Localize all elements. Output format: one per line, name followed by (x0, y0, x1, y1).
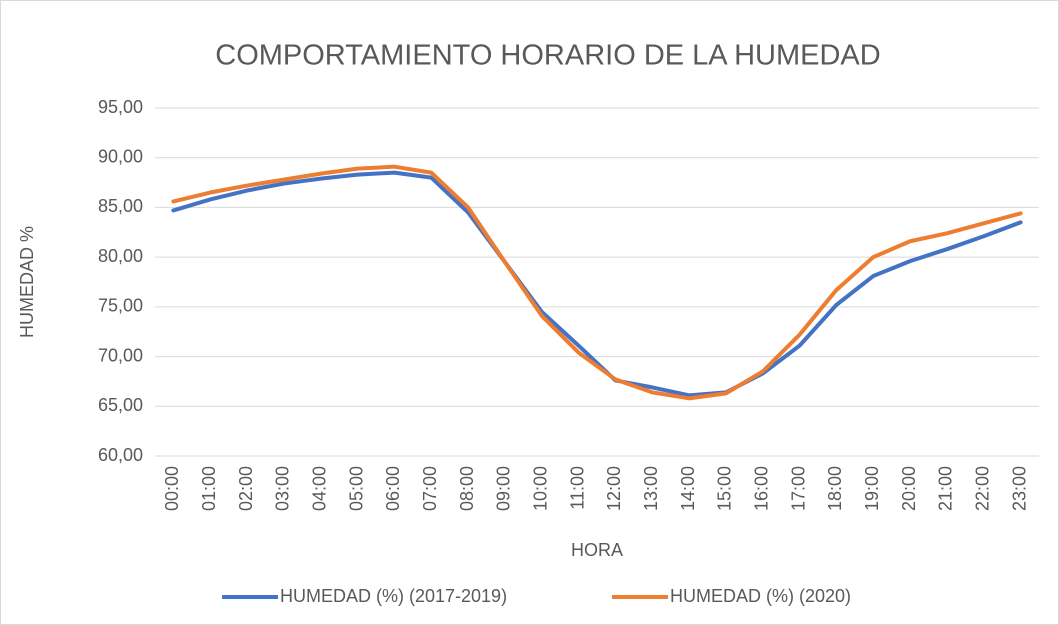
x-tick-label: 14:00 (678, 466, 698, 511)
y-axis-label: HUMEDAD % (17, 226, 37, 338)
x-tick-label: 23:00 (1009, 466, 1029, 511)
y-tick-label: 75,00 (98, 296, 143, 316)
x-tick-label: 13:00 (641, 466, 661, 511)
x-axis-label: HORA (571, 540, 623, 560)
x-tick-label: 11:00 (567, 466, 587, 510)
chart-title: COMPORTAMIENTO HORARIO DE LA HUMEDAD (215, 40, 880, 72)
x-tick-label: 20:00 (899, 466, 919, 511)
x-tick-label: 00:00 (162, 466, 182, 511)
x-tick-label: 21:00 (936, 466, 956, 511)
x-tick-label: 03:00 (273, 466, 293, 511)
y-tick-label: 95,00 (98, 97, 143, 117)
x-tick-label: 15:00 (715, 466, 735, 511)
x-tick-label: 04:00 (310, 466, 330, 511)
x-tick-label: 22:00 (973, 466, 993, 511)
x-tick-label: 17:00 (788, 466, 808, 511)
data-line (171, 170, 1023, 398)
x-tick-label: 18:00 (825, 466, 845, 511)
y-tick-label: 70,00 (98, 345, 143, 365)
y-tick-label: 85,00 (98, 196, 143, 216)
x-tick-label: 07:00 (420, 466, 440, 511)
y-tick-label: 65,00 (98, 395, 143, 415)
legend-label: HUMEDAD (%) (2020) (670, 586, 851, 606)
y-tick-label: 90,00 (98, 146, 143, 166)
x-tick-label: 01:00 (199, 466, 219, 511)
x-tick-label: 02:00 (236, 466, 256, 511)
x-tick-label: 09:00 (494, 466, 514, 511)
x-tick-label: 16:00 (752, 466, 772, 511)
y-tick-label: 60,00 (98, 445, 143, 465)
x-tick-label: 12:00 (604, 466, 624, 511)
x-tick-label: 10:00 (531, 466, 551, 511)
x-tick-label: 19:00 (862, 466, 882, 511)
legend-label: HUMEDAD (%) (2017-2019) (280, 586, 507, 606)
x-tick-label: 08:00 (457, 466, 477, 511)
data-line (171, 164, 1023, 401)
x-tick-label: 06:00 (383, 466, 403, 511)
y-tick-label: 80,00 (98, 246, 143, 266)
x-tick-label: 05:00 (346, 466, 366, 511)
